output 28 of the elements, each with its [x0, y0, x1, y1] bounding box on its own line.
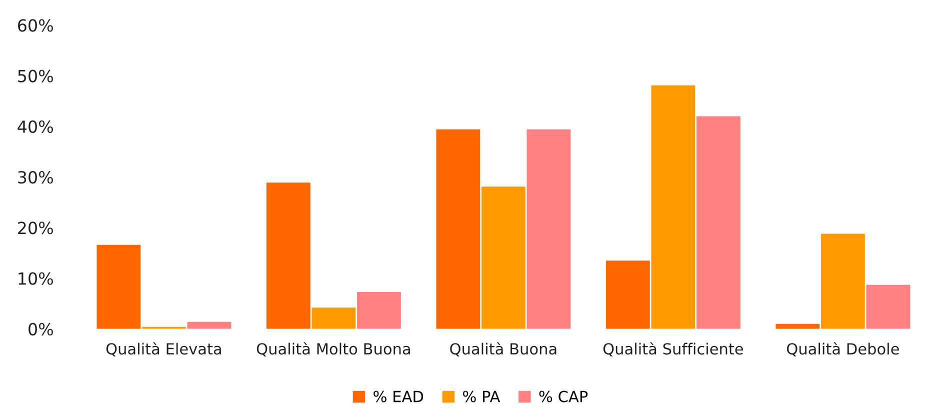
legend-label: % CAP [539, 390, 588, 402]
bar [357, 292, 401, 329]
x-tick-label: Qualità Debole [786, 342, 899, 356]
bar [187, 322, 232, 329]
bar [606, 260, 650, 329]
bar [651, 85, 696, 329]
bar [312, 308, 356, 329]
x-tick-label: Qualità Molto Buona [256, 342, 410, 356]
x-tick-label: Qualità Buona [450, 342, 556, 356]
bar [436, 129, 480, 329]
y-tick-label: 30% [18, 170, 53, 184]
y-tick-label: 60% [18, 19, 53, 32]
y-tick-label: 0% [28, 322, 53, 336]
bar [820, 234, 865, 329]
bar [696, 116, 740, 329]
y-tick-label: 50% [18, 70, 53, 82]
y-tick-label: 10% [18, 272, 53, 285]
bar [266, 182, 310, 329]
legend-label: % EAD [374, 390, 424, 402]
x-tick-label: Qualità Elevata [106, 342, 221, 356]
y-tick-label: 40% [18, 120, 53, 133]
x-tick-label: Qualità Sufficiente [603, 342, 744, 356]
legend-label: % PA [463, 390, 500, 402]
bar [96, 244, 141, 329]
bar [526, 129, 571, 329]
y-tick-label: 20% [18, 222, 53, 234]
bar [481, 186, 526, 329]
bar [866, 284, 910, 329]
